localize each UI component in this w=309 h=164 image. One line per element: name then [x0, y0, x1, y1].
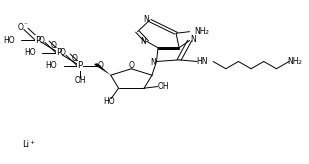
Text: +: +: [29, 140, 35, 145]
Text: HO: HO: [45, 61, 57, 70]
Text: O: O: [129, 61, 134, 70]
Text: P: P: [78, 61, 83, 70]
Text: O: O: [72, 54, 78, 63]
Text: Li: Li: [22, 140, 29, 149]
Text: N: N: [144, 15, 150, 24]
Text: O: O: [51, 41, 57, 50]
Text: HN: HN: [196, 57, 207, 66]
Text: 2: 2: [204, 31, 208, 35]
Text: N: N: [140, 37, 146, 46]
Text: OH: OH: [74, 76, 86, 85]
Text: P: P: [57, 49, 61, 57]
Polygon shape: [94, 63, 111, 75]
Text: 2: 2: [298, 60, 302, 65]
Text: NH: NH: [287, 57, 299, 66]
Text: O: O: [39, 36, 44, 45]
Text: ⁻: ⁻: [24, 22, 28, 28]
Text: OH: OH: [158, 82, 170, 91]
Text: HO: HO: [24, 49, 36, 57]
Text: O: O: [60, 49, 66, 57]
Text: NH: NH: [194, 27, 206, 36]
Text: HO: HO: [3, 36, 15, 45]
Text: O: O: [18, 23, 23, 32]
Text: N: N: [190, 35, 196, 44]
Text: O: O: [97, 61, 103, 70]
Text: P: P: [36, 36, 40, 45]
Text: N: N: [150, 58, 156, 67]
Text: HO: HO: [103, 97, 114, 106]
